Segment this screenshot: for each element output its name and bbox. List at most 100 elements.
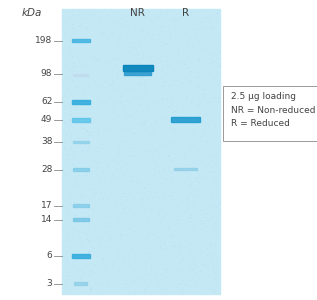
Point: [156, 15, 161, 20]
Point: [198, 176, 204, 181]
Point: [68, 105, 74, 110]
Point: [184, 194, 189, 199]
Point: [120, 213, 126, 218]
Point: [148, 232, 153, 237]
Point: [158, 152, 163, 157]
Point: [179, 277, 184, 282]
Point: [174, 214, 179, 219]
Point: [104, 229, 109, 234]
Point: [118, 233, 123, 238]
Point: [64, 152, 69, 157]
Point: [143, 220, 148, 224]
Point: [121, 207, 126, 212]
Point: [179, 134, 184, 139]
Point: [77, 11, 82, 16]
Point: [203, 263, 208, 268]
Point: [94, 60, 99, 65]
Point: [178, 165, 183, 170]
Point: [118, 202, 123, 206]
Point: [77, 161, 82, 166]
Point: [152, 231, 157, 236]
Point: [205, 184, 210, 189]
Point: [206, 280, 211, 285]
Point: [71, 65, 76, 70]
Point: [171, 121, 176, 126]
Point: [62, 61, 68, 66]
Point: [170, 190, 175, 195]
Point: [85, 147, 90, 152]
Point: [190, 268, 195, 273]
Point: [152, 182, 157, 187]
Point: [82, 125, 87, 130]
Point: [144, 148, 149, 153]
Point: [213, 42, 218, 47]
Point: [131, 154, 136, 159]
Point: [180, 23, 185, 28]
Point: [167, 105, 172, 110]
Point: [165, 148, 170, 153]
Point: [145, 205, 150, 209]
Point: [87, 124, 92, 129]
Point: [127, 104, 133, 109]
Point: [190, 276, 195, 281]
Point: [211, 58, 216, 63]
Point: [86, 172, 91, 177]
Point: [208, 152, 213, 157]
Point: [92, 80, 97, 85]
Point: [162, 143, 167, 148]
Point: [146, 193, 151, 197]
Point: [97, 217, 102, 222]
Point: [90, 135, 95, 140]
Point: [180, 178, 185, 183]
Point: [166, 226, 171, 230]
Point: [172, 226, 177, 231]
Point: [147, 290, 152, 295]
Point: [212, 212, 217, 217]
Point: [120, 259, 126, 263]
Point: [103, 129, 108, 134]
Point: [198, 134, 203, 139]
Point: [154, 247, 159, 252]
Point: [102, 190, 107, 195]
Point: [152, 161, 157, 166]
Point: [111, 101, 116, 106]
Point: [146, 246, 151, 251]
Point: [118, 98, 123, 103]
Point: [106, 140, 111, 145]
Point: [89, 268, 94, 273]
Point: [160, 83, 165, 88]
Bar: [72, 38, 90, 42]
Point: [202, 123, 207, 128]
Point: [91, 22, 96, 27]
Point: [102, 208, 107, 213]
Point: [70, 155, 75, 160]
Point: [119, 90, 124, 95]
Point: [133, 40, 138, 45]
Point: [103, 73, 108, 78]
Point: [210, 264, 215, 269]
Point: [128, 283, 133, 288]
Point: [204, 75, 209, 80]
Point: [216, 272, 221, 276]
Point: [77, 23, 82, 28]
Point: [171, 167, 177, 172]
Point: [77, 277, 82, 281]
Point: [203, 262, 208, 267]
Point: [137, 250, 142, 255]
Point: [153, 226, 158, 231]
Point: [189, 100, 194, 105]
Point: [77, 240, 82, 244]
Point: [198, 158, 203, 163]
Point: [191, 87, 196, 92]
Point: [69, 203, 74, 208]
Point: [130, 131, 135, 136]
Point: [134, 135, 139, 140]
Point: [89, 270, 94, 274]
Point: [184, 12, 190, 16]
Point: [87, 133, 93, 138]
Point: [66, 113, 71, 118]
Point: [108, 135, 113, 140]
Point: [150, 225, 155, 230]
Point: [163, 267, 168, 272]
Point: [115, 32, 120, 37]
